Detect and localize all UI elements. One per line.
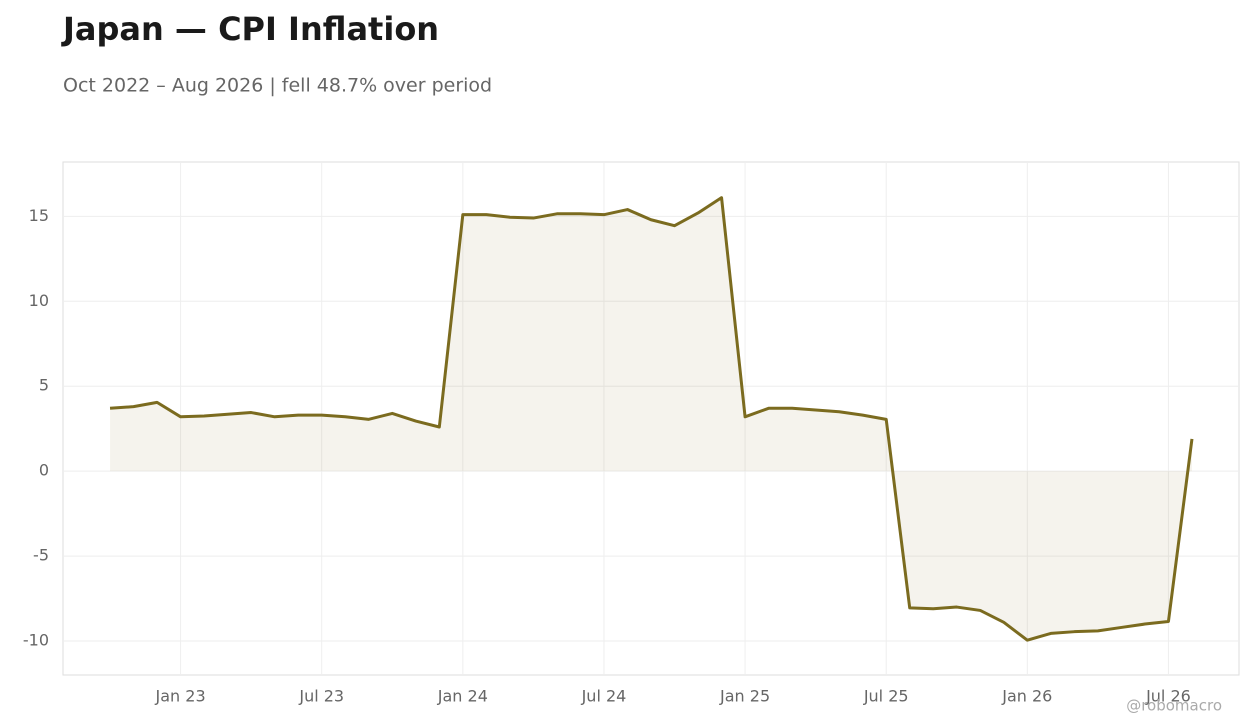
- y-tick-label: 15: [29, 206, 49, 225]
- y-tick-label: 10: [29, 291, 49, 310]
- x-tick-label: Jul 26: [1145, 687, 1191, 706]
- plot-frame: [62, 161, 1240, 676]
- y-tick-label: -10: [23, 631, 49, 650]
- x-tick-label: Jul 23: [298, 687, 344, 706]
- y-tick-label: 5: [39, 376, 49, 395]
- x-tick-label: Jan 25: [719, 687, 770, 706]
- x-tick-label: Jul 24: [581, 687, 627, 706]
- watermark: @robomacro: [1126, 697, 1222, 715]
- y-tick-label: 0: [39, 461, 49, 480]
- x-tick-label: Jan 23: [155, 687, 206, 706]
- chart-title: Japan — CPI Inflation: [61, 10, 439, 48]
- line: [109, 196, 1194, 642]
- y-tick-label: -5: [33, 546, 49, 565]
- chart-subtitle: Oct 2022 – Aug 2026 | fell 48.7% over pe…: [63, 75, 492, 97]
- x-tick-label: Jan 24: [437, 687, 488, 706]
- x-tick-label: Jul 25: [863, 687, 909, 706]
- x-tick-label: Jan 26: [1001, 687, 1052, 706]
- area: [110, 197, 1192, 641]
